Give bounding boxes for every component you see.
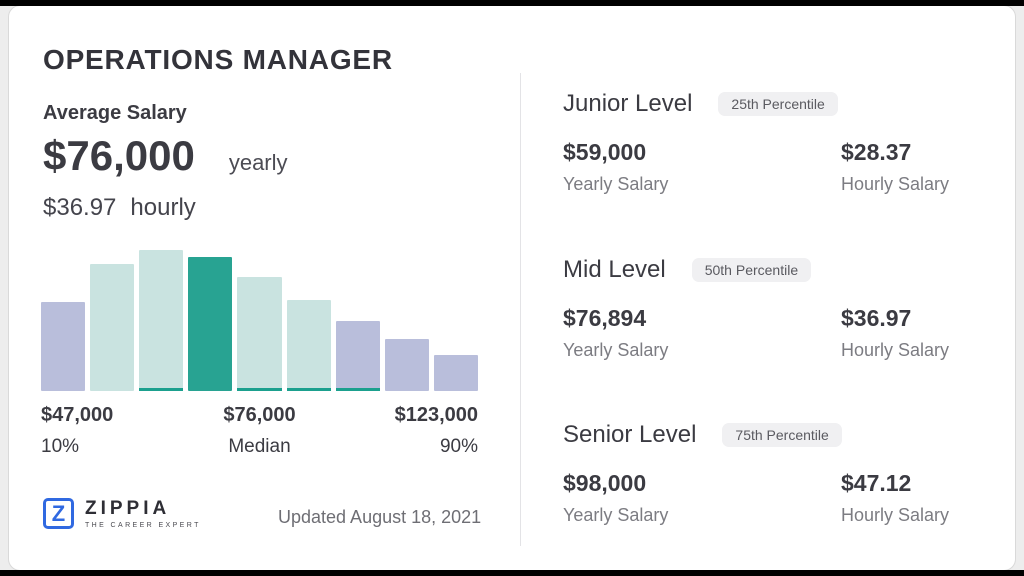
level-header: Junior Level 25th Percentile	[563, 90, 1009, 118]
hourly-salary-value: $28.37	[841, 139, 912, 165]
level-values: $98,000 Yearly Salary $47.12 Hourly Sala…	[563, 470, 1009, 532]
yearly-salary-value: $76,894	[563, 305, 647, 331]
axis-label-median: $76,000 Median	[187, 404, 333, 458]
salary-card: OPERATIONS MANAGER Average Salary $76,00…	[8, 5, 1016, 571]
hourly-salary-label: Hourly Salary	[841, 505, 950, 525]
yearly-salary-value: $59,000	[563, 139, 647, 165]
axis-label-sub: Median	[228, 436, 291, 457]
zippia-z-glyph: Z	[51, 500, 66, 526]
level-section-junior: Junior Level 25th Percentile $59,000 Yea…	[563, 90, 1009, 201]
salary-histogram	[41, 250, 478, 391]
axis-label-90th-percentile: $123,000 90%	[332, 404, 478, 458]
zippia-logo: Z ZIPPIA THE CAREER EXPERT	[43, 498, 201, 529]
average-yearly-row: $76,000 yearly	[43, 132, 288, 180]
histogram-bar	[41, 302, 86, 391]
updated-date-text: Updated August 18, 2021	[278, 507, 482, 527]
histogram-bar	[188, 257, 233, 391]
percentile-badge: 25th Percentile	[718, 92, 838, 116]
histogram-axis-labels: $47,000 10% $76,000 Median $123,000 90%	[41, 404, 478, 458]
average-hourly-unit: hourly	[130, 194, 196, 221]
level-header: Mid Level 50th Percentile	[563, 256, 1009, 284]
level-name: Mid Level	[563, 256, 666, 283]
axis-label-value: $123,000	[394, 404, 479, 426]
hourly-salary-block: $36.97 Hourly Salary	[841, 305, 949, 361]
hourly-salary-label: Hourly Salary	[841, 340, 950, 360]
zippia-brand-name: ZIPPIA	[85, 498, 171, 519]
histogram-bar	[384, 339, 429, 391]
top-black-strip	[0, 0, 1024, 6]
zippia-tagline: THE CAREER EXPERT	[85, 522, 201, 529]
yearly-salary-value: $98,000	[563, 470, 647, 496]
axis-label-value: $47,000	[41, 404, 114, 426]
level-section-mid: Mid Level 50th Percentile $76,894 Yearly…	[563, 256, 1009, 367]
level-values: $59,000 Yearly Salary $28.37 Hourly Sala…	[563, 139, 1009, 201]
level-name: Junior Level	[563, 90, 693, 117]
zippia-logo-text: ZIPPIA THE CAREER EXPERT	[85, 498, 201, 529]
axis-label-sub: 90%	[439, 436, 479, 457]
level-values: $76,894 Yearly Salary $36.97 Hourly Sala…	[563, 305, 1009, 367]
yearly-salary-block: $59,000 Yearly Salary	[563, 139, 668, 195]
percentile-badge: 50th Percentile	[691, 258, 812, 282]
histogram-bar	[139, 250, 184, 391]
yearly-salary-label: Yearly Salary	[563, 174, 669, 194]
average-salary-heading: Average Salary	[43, 102, 187, 124]
percentile-badge: 75th Percentile	[722, 423, 842, 447]
axis-label-value: $76,000	[223, 404, 296, 426]
histogram-bar	[286, 300, 331, 391]
level-header: Senior Level 75th Percentile	[563, 421, 1009, 449]
axis-label-sub: 10%	[41, 436, 80, 457]
page-title: OPERATIONS MANAGER	[43, 44, 393, 75]
hourly-salary-value: $36.97	[841, 305, 912, 331]
hourly-salary-label: Hourly Salary	[841, 174, 950, 194]
histogram-bar	[335, 321, 380, 391]
hourly-salary-value: $47.12	[841, 470, 912, 496]
yearly-salary-label: Yearly Salary	[563, 340, 669, 360]
histogram-bar	[90, 264, 135, 391]
hourly-salary-block: $28.37 Hourly Salary	[841, 139, 949, 195]
vertical-divider	[520, 73, 521, 546]
histogram-bar	[433, 355, 478, 391]
average-hourly-value: $36.97	[43, 194, 117, 221]
yearly-salary-block: $76,894 Yearly Salary	[563, 305, 668, 361]
histogram-bar	[237, 277, 282, 391]
average-hourly-row: $36.97 hourly	[43, 194, 196, 222]
yearly-salary-label: Yearly Salary	[563, 505, 669, 525]
level-name: Senior Level	[563, 421, 697, 448]
yearly-salary-block: $98,000 Yearly Salary	[563, 470, 668, 526]
bottom-black-strip	[0, 570, 1024, 576]
axis-label-10th-percentile: $47,000 10%	[41, 404, 187, 458]
zippia-z-icon: Z	[43, 498, 74, 529]
level-section-senior: Senior Level 75th Percentile $98,000 Yea…	[563, 421, 1009, 532]
hourly-salary-block: $47.12 Hourly Salary	[841, 470, 949, 526]
average-yearly-value: $76,000	[43, 132, 195, 179]
average-yearly-unit: yearly	[228, 150, 288, 175]
